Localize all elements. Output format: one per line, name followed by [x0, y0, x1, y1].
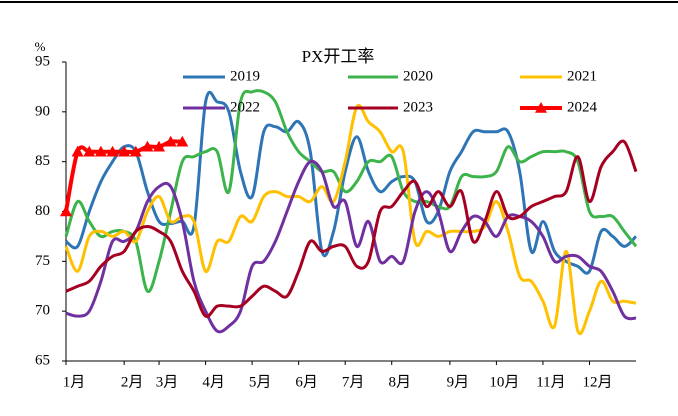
series-line	[65, 159, 637, 334]
y-unit: %	[35, 39, 46, 54]
legend-label: 2024	[567, 99, 598, 115]
series-line	[64, 103, 637, 335]
x-tick-label: 11月	[536, 374, 565, 390]
y-tick-label: 65	[35, 352, 50, 368]
chart-title: PX开工率	[302, 47, 375, 66]
point-marker	[118, 145, 131, 157]
legend-label: 2019	[230, 68, 260, 84]
series-line	[64, 89, 638, 293]
series-line	[65, 139, 638, 319]
point-marker	[60, 205, 72, 217]
point-marker	[129, 145, 142, 157]
x-tick-label: 8月	[388, 374, 411, 390]
y-tick-label: 75	[35, 253, 50, 269]
x-tick-label: 1月	[63, 374, 86, 390]
x-tick-label: 3月	[156, 374, 179, 390]
x-tick-label: 10月	[489, 374, 519, 390]
x-tick-label: 7月	[342, 374, 365, 390]
point-marker	[164, 135, 177, 147]
x-tick-label: 9月	[447, 374, 470, 390]
x-tick-label: 6月	[295, 374, 318, 390]
point-marker	[71, 145, 84, 157]
series-line	[65, 90, 638, 275]
y-tick-label: 90	[35, 103, 50, 119]
point-marker	[176, 135, 189, 147]
y-tick-label: 85	[35, 153, 50, 169]
point-marker	[153, 140, 166, 152]
legend-label: 2023	[403, 99, 433, 115]
point-marker	[106, 145, 119, 157]
x-tick-label: 5月	[249, 374, 272, 390]
legend-label: 2021	[567, 68, 597, 84]
legend-label: 2020	[403, 68, 433, 84]
point-marker	[141, 140, 154, 152]
y-tick-label: 95	[35, 53, 50, 69]
x-tick-label: 4月	[202, 374, 225, 390]
point-marker	[83, 145, 96, 157]
legend-marker	[535, 102, 547, 113]
point-marker	[94, 145, 107, 157]
y-tick-label: 80	[35, 203, 50, 219]
x-tick-label: 2月	[121, 374, 144, 390]
y-tick-label: 70	[35, 303, 50, 319]
legend-label: 2022	[230, 99, 260, 115]
x-tick-label: 12月	[582, 374, 612, 390]
